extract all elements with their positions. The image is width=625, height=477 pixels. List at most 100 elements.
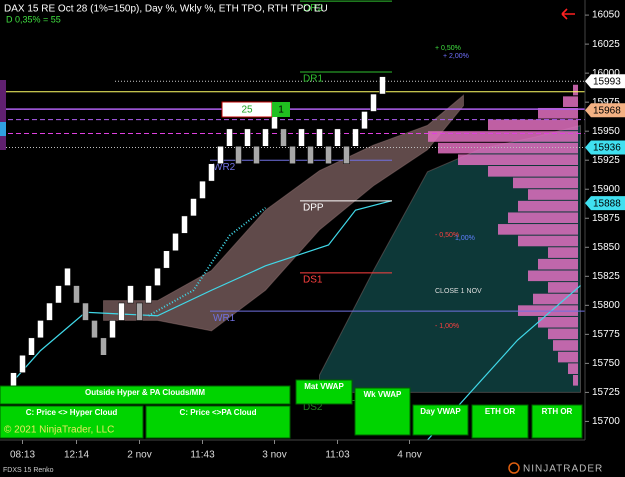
toggle-button[interactable] [0,405,144,439]
price-flag [585,74,625,89]
profile-bar [548,247,578,258]
y-tick-label: 16025 [592,39,620,50]
toggle-button[interactable] [412,404,469,436]
renko-brick [64,267,71,286]
y-tick-label: 15800 [592,300,620,311]
annotation: 1,00% [455,235,475,242]
profile-bar [438,142,578,154]
renko-brick [217,146,224,164]
renko-brick [226,128,233,147]
profile-bar [513,177,578,189]
renko-brick [370,93,377,112]
x-tick-label: 08:13 [10,450,35,461]
y-tick-label: 15700 [592,416,620,427]
y-tick-label: 15825 [592,271,620,282]
y-tick-label: 15975 [592,97,620,108]
renko-brick [262,128,269,147]
profile-bar [528,270,578,282]
renko-brick [28,337,35,356]
annotation: - 1,00% [435,323,459,330]
price-flag-label: 15993 [593,76,621,87]
profile-bar [538,107,578,119]
order-count-box [272,102,290,117]
x-tick-label: 4 nov [397,450,421,461]
button-label: RTH OR [542,407,573,416]
profile-bar [558,351,578,363]
plot-layer: DR2 DR1 WR2 DPP DS1 WR1 DS2 25 1 + 0,50%+ 2,00% - … [0,0,585,441]
renko-brick [379,76,386,95]
x-tick-label: 12:14 [64,450,89,461]
pivot-label: DS1 [303,274,323,285]
renko-brick [55,285,62,304]
toggle-button[interactable] [0,385,291,405]
renko-brick [343,146,350,164]
renko-brick [325,146,332,164]
y-tick-label: 15725 [592,387,620,398]
instrument-label: FDXS 15 Renko [3,467,54,474]
button-label: C: Price <>PA Cloud [180,408,257,417]
order-quantity: 25 [241,105,253,116]
gutter-bar [0,80,6,150]
price-flag-label: 15936 [593,143,621,154]
y-tick-label: 15850 [592,242,620,253]
x-tick-label: 2 nov [127,450,151,461]
profile-bar [538,316,578,328]
annotation: - 0,50% [435,232,459,239]
x-tick-label: 3 nov [262,450,286,461]
button-label: Wk VWAP [364,390,402,399]
x-tick-label: 11:43 [190,450,215,461]
renko-brick [298,128,305,147]
renko-brick [352,128,359,147]
profile-bar [548,328,578,340]
gutter-bar [0,122,6,136]
annotation: + 0,50% [435,45,461,52]
button-label: Outside Hyper & PA Clouds/MM [85,388,205,397]
toggle-button[interactable] [471,404,529,439]
chart-title: DAX 15 RE Oct 28 (1%=150p), Day %, Wkly … [4,4,328,15]
renko-brick [361,111,368,130]
order-count: 1 [278,105,284,116]
renko-brick [244,128,251,147]
renko-brick [181,215,188,234]
y-tick-label: 15950 [592,126,620,137]
renko-brick [190,198,197,217]
profile-bar [573,374,578,386]
button-label: C: Price <> Hyper Cloud [26,408,118,417]
renko-brick [100,337,107,356]
pivot-label: WR1 [213,313,236,324]
renko-brick [235,146,242,164]
price-flag [585,196,625,211]
toggle-button[interactable] [145,405,291,439]
renko-brick [37,320,44,339]
profile-bar [533,293,578,305]
x-tick-label: 11:03 [325,450,350,461]
renko-brick [109,320,116,339]
renko-brick [127,285,134,304]
profile-bar [563,96,578,107]
pivot-label: DPP [303,202,324,213]
button-label: ETH OR [485,407,515,416]
brand-label: NINJATRADER [523,464,603,475]
renko-brick [289,146,296,164]
profile-bar [553,340,578,351]
toggle-button[interactable] [531,404,583,439]
profile-bar [508,212,578,224]
button-label: Day VWAP [420,407,461,416]
y-tick-label: 16050 [592,10,620,21]
renko-brick [334,128,341,147]
renko-brick [118,302,125,321]
scroll-arrow[interactable] [561,8,575,20]
profile-bar [498,224,578,235]
annotation: CLOSE 1 NOV [435,288,482,295]
renko-brick [208,163,215,182]
toggle-button[interactable] [295,379,353,405]
y-tick-label: 15875 [592,213,620,224]
toggle-button[interactable] [354,387,411,436]
status-bar [0,462,625,477]
price-flag [585,140,625,155]
profile-bar [518,235,578,247]
profile-bar [518,200,578,212]
pivot-label: DR1 [303,74,323,85]
profile-bar [538,258,578,270]
